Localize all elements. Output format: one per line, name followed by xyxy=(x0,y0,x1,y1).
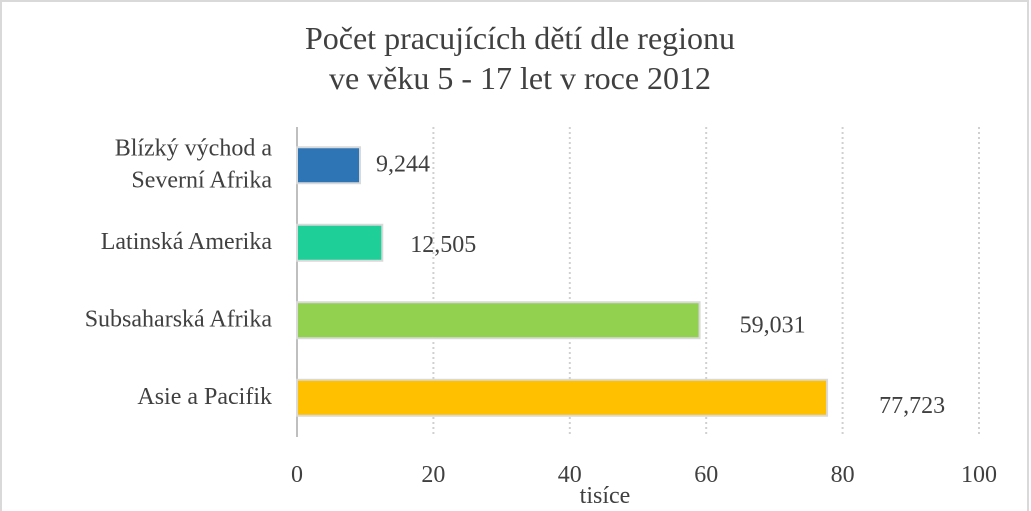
bar xyxy=(296,146,362,185)
bar xyxy=(296,301,701,340)
x-tick-label: 40 xyxy=(558,462,582,488)
x-tick-label: 0 xyxy=(291,462,303,488)
x-axis-label: tisíce xyxy=(580,483,631,509)
value-label: 9,244 xyxy=(376,151,430,177)
value-label: 77,723 xyxy=(879,392,945,418)
x-tick-label: 60 xyxy=(694,462,718,488)
category-label: Blízký východ a Severní Afrika xyxy=(115,135,273,193)
chart-title: Počet pracujících dětí dle regionu ve věk… xyxy=(305,20,735,96)
x-tick-label: 100 xyxy=(961,462,997,488)
x-tick-label: 20 xyxy=(421,462,445,488)
bar xyxy=(296,223,384,262)
category-label: Subsaharská Afrika xyxy=(85,306,273,332)
bar xyxy=(296,378,829,417)
value-label: 12,505 xyxy=(410,231,476,257)
value-label: 59,031 xyxy=(740,312,806,338)
category-label: Asie a Pacifik xyxy=(137,383,272,409)
category-label: Latinská Amerika xyxy=(101,228,273,254)
x-tick-label: 80 xyxy=(831,462,855,488)
